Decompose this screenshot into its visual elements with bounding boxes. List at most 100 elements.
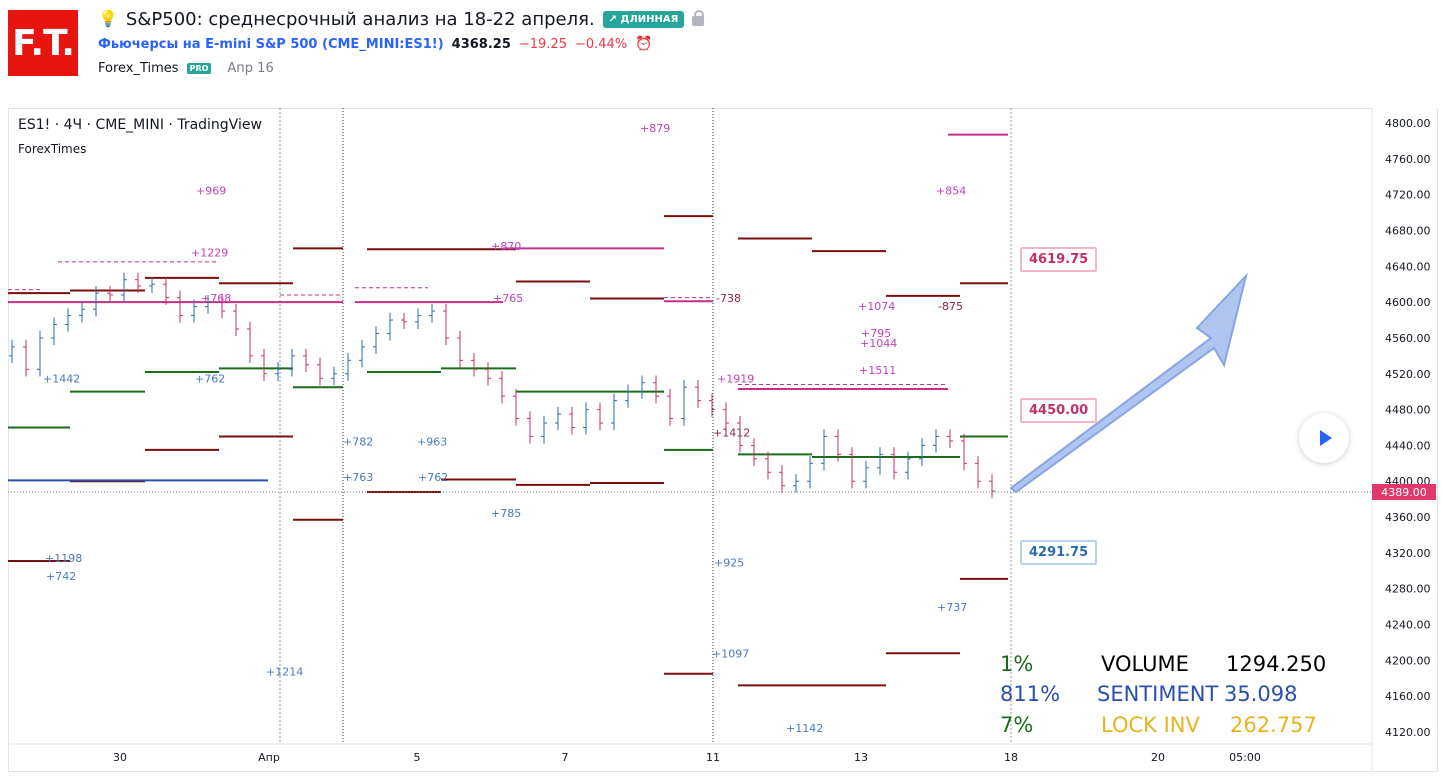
- time-tick-label: Апр: [258, 751, 280, 764]
- play-button[interactable]: [1299, 413, 1349, 463]
- session-separators: [279, 108, 1012, 744]
- last-price: 4368.25: [451, 36, 511, 52]
- time-tick-label: 30: [113, 751, 127, 764]
- sentiment-label: SENTIMENT: [1097, 682, 1219, 706]
- time-tick-label: 13: [854, 751, 868, 764]
- price-change-pct: −0.44%: [574, 36, 628, 52]
- lightbulb-icon: 💡: [98, 11, 118, 28]
- current-price-badge: [1372, 484, 1436, 500]
- price-tick-label: 4320.00: [1385, 547, 1431, 560]
- volume-annotation-label: +782: [343, 435, 373, 448]
- volume-annotation-label: +1214: [266, 666, 303, 679]
- volume-annotation-label: +969: [196, 185, 226, 198]
- price-levels: [8, 133, 1008, 687]
- volume-annotation-label: +737: [937, 601, 967, 614]
- volume-annotation-label: +1074: [858, 300, 895, 313]
- stat-pct-1: 1%: [1000, 652, 1034, 676]
- volume-value: 1294.250: [1226, 652, 1327, 676]
- price-tick-label: 4560.00: [1385, 332, 1431, 345]
- pro-badge: PRO: [186, 63, 212, 74]
- time-tick-label: 20: [1151, 751, 1165, 764]
- logo-text: F.T.: [12, 22, 75, 64]
- author-row: Forex_Times PRO Апр 16: [98, 61, 274, 76]
- tag-lower-target: 4291.75: [1020, 540, 1098, 565]
- time-tick-label: 5: [414, 751, 421, 764]
- volume-annotation-label: +768: [201, 292, 231, 305]
- lock-icon: [692, 10, 705, 26]
- price-tick-label: 4360.00: [1385, 511, 1431, 524]
- volume-annotations: +879 +969 +854 +1229 +870 +765 +768 -738 -875 +10…: [43, 122, 967, 735]
- volume-annotation-label: +870: [491, 240, 521, 253]
- play-icon: [1320, 430, 1332, 446]
- volume-annotation-label: +854: [936, 185, 966, 198]
- volume-annotation-label: +1412: [713, 426, 750, 439]
- volume-annotation-label: +762: [418, 471, 448, 484]
- price-tick-label: 4760.00: [1385, 153, 1431, 166]
- lockinv-label: LOCK INV: [1101, 713, 1200, 737]
- sentiment-value: 35.098: [1224, 682, 1298, 706]
- volume-annotation-label: +1142: [786, 722, 823, 735]
- price-axis-bg: [1372, 108, 1436, 770]
- candles: [9, 272, 995, 499]
- current-price-badge-text: 4389.00: [1381, 486, 1427, 499]
- chart-frame: [8, 108, 1438, 772]
- price-tick-label: 4680.00: [1385, 224, 1431, 237]
- volume-annotation-label: -875: [938, 300, 963, 313]
- stat-pct-3: 7%: [1000, 713, 1034, 737]
- price-tick-label: 4480.00: [1385, 404, 1431, 417]
- volume-annotation-label: +1919: [717, 373, 754, 386]
- tag-upper-target: 4619.75: [1020, 247, 1098, 272]
- chart-legend-symbol: ES1! · 4Ч · CME_MINI · TradingView: [18, 117, 262, 133]
- time-tick-label: 11: [706, 751, 720, 764]
- volume-annotation-label: -738: [716, 292, 741, 305]
- chart-legend-author: ForexTimes: [18, 142, 87, 156]
- alarm-clock-icon[interactable]: ⏰: [635, 36, 653, 52]
- forecast-arrow: [1009, 272, 1248, 494]
- idea-title: S&P500: среднесрочный анализ на 18-22 ап…: [125, 8, 595, 30]
- volume-annotation-label: +963: [417, 435, 447, 448]
- volume-annotation-label: +1442: [43, 373, 80, 386]
- price-tick-label: 4720.00: [1385, 189, 1431, 202]
- price-axis-ticks: 4800.00 4760.00 4720.00 4680.00 4640.00 4600.…: [1385, 117, 1431, 739]
- price-tick-label: 4240.00: [1385, 619, 1431, 632]
- time-axis-ticks: 30 Апр 5 7 11 13 18 20 05:00: [113, 751, 1261, 764]
- price-tick-label: 4440.00: [1385, 439, 1431, 452]
- price-tick-label: 4640.00: [1385, 260, 1431, 273]
- volume-label: VOLUME: [1101, 652, 1189, 676]
- volume-annotation-label: +785: [491, 507, 521, 520]
- volume-annotation-label: +1044: [860, 337, 897, 350]
- lockinv-value: 262.757: [1230, 713, 1317, 737]
- symbol-row: Фьючерсы на E-mini S&P 500 (CME_MINI:ES1…: [98, 36, 653, 52]
- price-tick-label: 4280.00: [1385, 583, 1431, 596]
- volume-annotation-label: +1097: [712, 648, 749, 661]
- price-tick-label: 4520.00: [1385, 368, 1431, 381]
- instrument-link[interactable]: Фьючерсы на E-mini S&P 500 (CME_MINI:ES1…: [98, 36, 444, 52]
- price-change: −19.25: [518, 36, 567, 52]
- tag-mid-target: 4450.00: [1020, 398, 1098, 423]
- volume-annotation-label: +762: [195, 373, 225, 386]
- volume-annotation-label: +1229: [191, 246, 228, 259]
- ft-logo: F.T.: [8, 10, 78, 76]
- price-tick-label: 4120.00: [1385, 726, 1431, 739]
- publish-date: Апр 16: [227, 61, 274, 76]
- author-name[interactable]: Forex_Times: [98, 61, 179, 76]
- price-tick-label: 4800.00: [1385, 117, 1431, 130]
- price-tick-label: 4200.00: [1385, 654, 1431, 667]
- volume-annotation-label: +879: [640, 122, 670, 135]
- volume-annotation-label: +795: [861, 327, 891, 340]
- time-tick-label: 7: [562, 751, 569, 764]
- volume-annotation-label: +765: [493, 292, 523, 305]
- long-badge: ↗ ДЛИННАЯ: [602, 10, 685, 28]
- volume-annotation-label: +1198: [45, 552, 82, 565]
- price-chart[interactable]: +879 +969 +854 +1229 +870 +765 +768 -738 -875 +10…: [8, 108, 1436, 770]
- stat-pct-2: 811%: [1000, 682, 1061, 706]
- volume-annotation-label: +742: [46, 570, 76, 583]
- volume-annotation-label: +1511: [859, 364, 896, 377]
- time-tick-label: 05:00: [1229, 751, 1261, 764]
- time-tick-label: 18: [1004, 751, 1018, 764]
- volume-annotation-label: +925: [714, 556, 744, 569]
- volume-annotation-label: +763: [343, 471, 373, 484]
- price-tick-label: 4160.00: [1385, 690, 1431, 703]
- idea-title-row: 💡 S&P500: среднесрочный анализ на 18-22 …: [98, 8, 705, 30]
- price-tick-label: 4600.00: [1385, 296, 1431, 309]
